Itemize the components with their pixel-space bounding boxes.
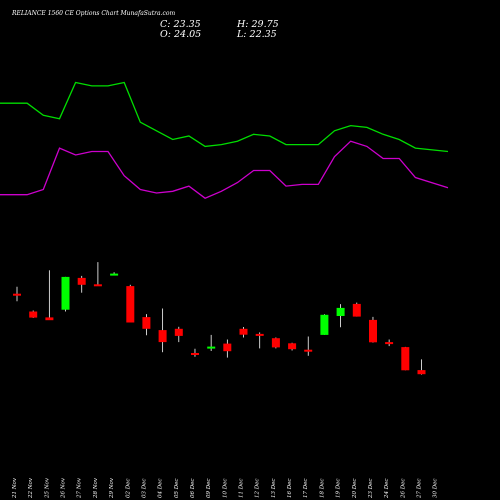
x-tick-label: 29 Nov — [109, 477, 115, 499]
candle-body-down — [352, 303, 361, 317]
x-tick-label: 19 Dec — [336, 479, 342, 499]
candle — [352, 302, 361, 317]
ohlc-close: C: 23.35 — [160, 19, 201, 30]
x-tick-label: 26 Nov — [61, 477, 67, 499]
lower-indicator-line — [0, 140, 449, 199]
candle — [304, 336, 313, 356]
candle — [320, 314, 329, 335]
ohlc-open: O: 24.05 — [160, 29, 201, 40]
x-tick-label: 13 Dec — [271, 479, 277, 499]
candle-body-down — [13, 293, 21, 296]
candle — [417, 359, 426, 375]
candle-body-down — [255, 333, 264, 336]
candle-body-down — [142, 317, 151, 329]
candle — [401, 346, 410, 371]
candle — [45, 270, 54, 321]
candle — [239, 327, 248, 338]
candle — [385, 339, 394, 347]
candle-body-down — [77, 277, 86, 285]
candle-body-down — [271, 338, 280, 348]
x-tick-label: 22 Nov — [28, 477, 34, 499]
candle — [271, 337, 280, 349]
candle-body-down — [417, 370, 426, 375]
x-tick-label: 26 Dec — [400, 479, 406, 500]
candle-body-up — [320, 314, 329, 335]
x-tick-label: 03 Dec — [141, 479, 147, 499]
x-tick-label: 23 Dec — [368, 479, 374, 500]
x-tick-label: 06 Dec — [190, 479, 196, 499]
candle — [29, 310, 38, 318]
candle — [336, 304, 345, 328]
x-tick-label: 28 Nov — [93, 477, 99, 499]
candle-body-down — [385, 342, 394, 345]
candle — [110, 272, 119, 276]
candle-body-down — [45, 317, 54, 321]
candle-body-down — [191, 353, 199, 355]
candle-body-up — [110, 273, 119, 276]
x-tick-label: 17 Dec — [303, 479, 309, 499]
candle-body-down — [369, 319, 377, 343]
x-tick-label: 12 Dec — [255, 479, 261, 499]
candle — [255, 332, 264, 349]
x-tick-label: 05 Dec — [174, 479, 180, 499]
candle — [13, 286, 21, 302]
candle — [191, 348, 199, 357]
x-tick-label: 27 Dec — [417, 479, 423, 500]
x-tick-label: 04 Dec — [158, 479, 164, 499]
x-tick-label: 25 Nov — [44, 477, 50, 499]
candle — [174, 326, 183, 343]
candle-body-up — [336, 307, 345, 316]
candlestick-series — [13, 262, 426, 375]
candle — [77, 275, 86, 293]
x-tick-label: 30 Dec — [433, 479, 439, 499]
candle-body-down — [29, 311, 38, 318]
candle-body-down — [93, 284, 102, 287]
candle-body-up — [207, 346, 216, 349]
x-tick-label: 20 Dec — [352, 479, 358, 500]
upper-indicator-line — [0, 81, 449, 153]
x-tick-label: 10 Dec — [222, 479, 228, 499]
chart-title: RELIANCE 1560 CE Options Chart MunafaSut… — [11, 10, 175, 17]
x-tick-label: 16 Dec — [287, 479, 293, 499]
upper-line-series — [0, 81, 449, 153]
x-axis-date-labels: 21 Nov 22 Nov 25 Nov 26 Nov 27 Nov 28 Nov 29 N… — [12, 477, 439, 499]
candle-body-down — [304, 349, 313, 352]
candle — [61, 276, 70, 312]
candle-body-down — [126, 286, 135, 323]
candle-body-down — [239, 328, 248, 335]
candle — [142, 314, 151, 336]
ohlc-high: H: 29.75 — [236, 19, 279, 30]
lower-line-series — [0, 140, 449, 199]
candle — [158, 308, 167, 353]
candle — [126, 284, 135, 323]
x-tick-label: 11 Dec — [239, 479, 245, 499]
x-tick-label: 21 Nov — [12, 477, 18, 499]
x-tick-label: 24 Dec — [384, 479, 390, 500]
x-tick-label: 27 Nov — [77, 477, 83, 499]
x-tick-label: 02 Dec — [125, 479, 131, 499]
x-tick-label: 18 Dec — [319, 479, 325, 499]
ohlc-low: L: 22.35 — [236, 29, 277, 40]
candle-body-down — [401, 347, 410, 371]
candle-body-down — [223, 343, 232, 352]
candle-body-down — [288, 343, 297, 350]
candle-body-down — [158, 330, 167, 343]
x-tick-label: 09 Dec — [206, 479, 212, 499]
candle — [288, 342, 297, 351]
candle — [93, 262, 102, 287]
candle — [369, 316, 377, 343]
candle-body-up — [61, 276, 70, 310]
candle-body-down — [174, 328, 183, 336]
candle — [207, 334, 216, 351]
candle — [223, 339, 232, 358]
